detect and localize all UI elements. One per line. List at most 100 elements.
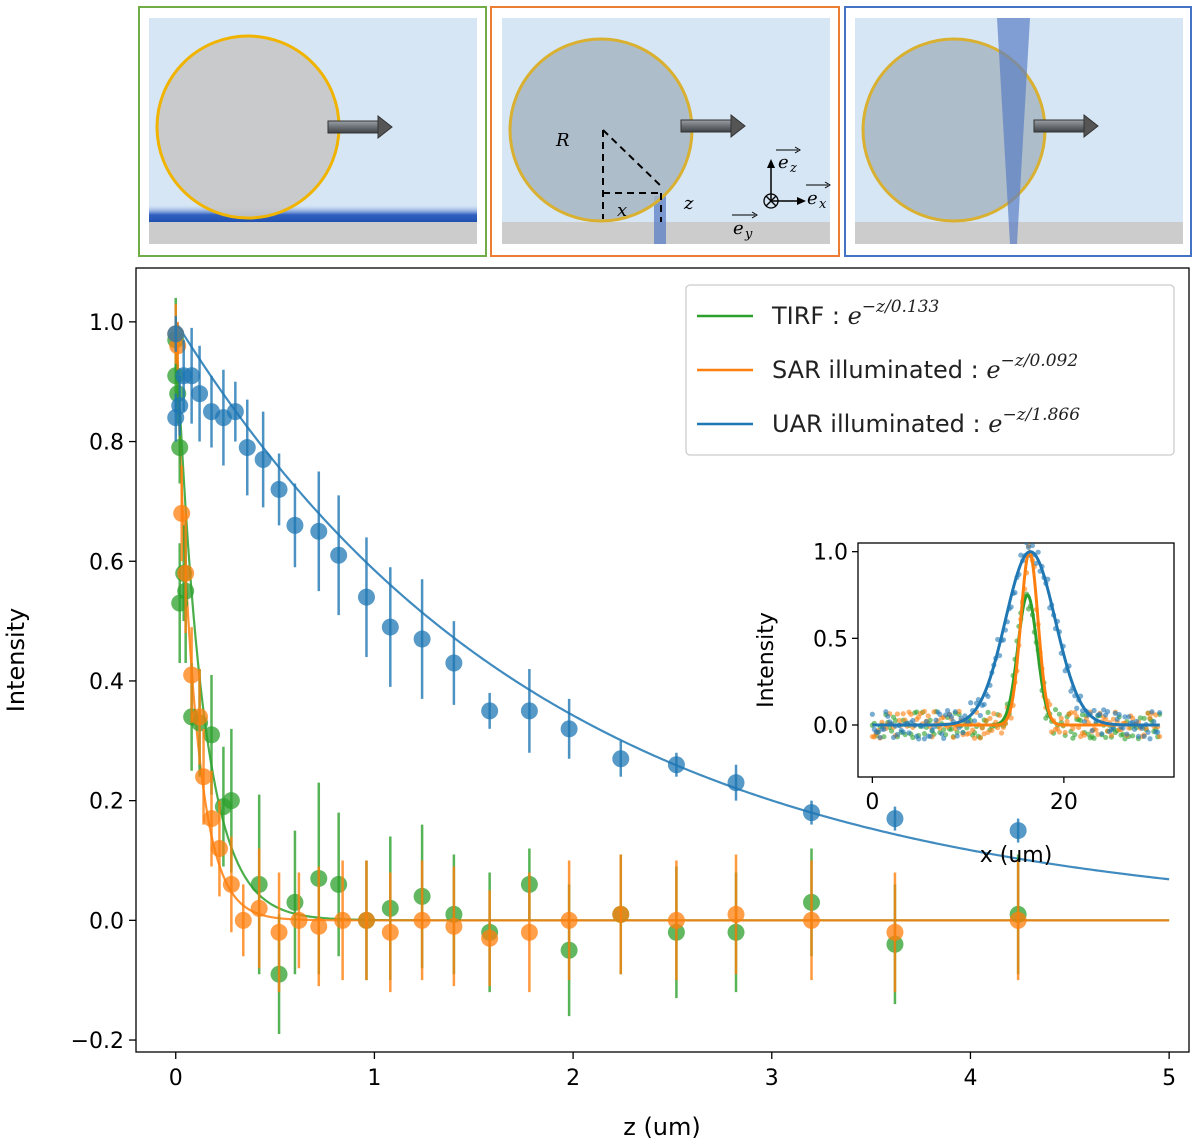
inset-point: [1091, 735, 1097, 741]
inset-point: [1131, 726, 1138, 732]
inset-point: [1124, 731, 1130, 737]
inset-point: [1072, 710, 1078, 716]
data-point: [226, 403, 244, 421]
data-point: [612, 750, 630, 768]
inset-chart: 0 20 0.0 0.5 1.0 x (um) Intensity: [754, 541, 1175, 868]
data-points: [167, 297, 1027, 1035]
inset-point: [916, 736, 922, 742]
inset-point: [954, 733, 960, 739]
x-tick-label: 1: [367, 1066, 381, 1091]
inset-point: [1103, 716, 1109, 722]
svg-text:e: e: [733, 218, 744, 239]
y-tick-label: −0.2: [71, 1029, 124, 1054]
evanescent-field: [149, 204, 477, 222]
data-point: [381, 923, 399, 941]
inset-point: [952, 709, 958, 715]
inset-point: [1018, 552, 1024, 558]
inset-point: [1081, 719, 1088, 725]
legend-label: TIRF : e−z/0.133: [771, 297, 939, 330]
inset-point: [875, 729, 881, 735]
inset-point: [1149, 709, 1155, 715]
inset-point: [998, 730, 1005, 736]
svg-text:z: z: [789, 161, 797, 176]
data-point: [254, 451, 272, 469]
data-point: [195, 768, 213, 786]
inset-point: [948, 726, 955, 732]
data-point: [286, 516, 304, 534]
inset-point: [937, 711, 943, 717]
inset-point: [1114, 716, 1120, 722]
data-point: [183, 666, 201, 684]
inset-point: [927, 733, 933, 739]
inset-point: [1072, 731, 1078, 738]
svg-text:x: x: [819, 197, 827, 212]
inset-point: [1133, 718, 1140, 724]
data-point: [612, 905, 630, 923]
data-point: [334, 911, 352, 929]
panel-sar: R x z e z e x: [490, 6, 840, 257]
inset-point: [987, 715, 993, 721]
x-tick-label: 5: [1162, 1066, 1176, 1091]
label-ey: e y: [732, 211, 758, 242]
data-point: [191, 385, 209, 403]
inset-point: [960, 730, 966, 736]
svg-text:y: y: [744, 227, 753, 242]
inset-point: [1126, 725, 1132, 731]
inset-point: [991, 711, 997, 717]
inset-point: [894, 731, 901, 738]
data-point: [560, 720, 578, 738]
inset-point: [1116, 711, 1122, 718]
inset-point: [890, 734, 897, 741]
inset-point: [925, 713, 931, 719]
inset-point: [917, 710, 924, 717]
inset-point: [933, 717, 939, 723]
data-point: [560, 911, 578, 929]
inset-point: [1097, 711, 1103, 717]
legend-entry-uar: UAR illuminated : e−z/1.866: [697, 405, 1080, 438]
main-y-axis-label: Intensity: [2, 608, 30, 712]
inset-point: [1052, 707, 1059, 713]
data-point: [202, 726, 220, 744]
series-sar: [167, 303, 1027, 993]
inset-point: [1147, 715, 1153, 721]
data-point: [183, 367, 201, 385]
inset-point: [921, 731, 928, 737]
data-point: [330, 546, 348, 564]
data-point: [191, 708, 209, 726]
label-ex: e x: [806, 181, 831, 212]
inset-point: [885, 713, 891, 719]
inset-y-tick-label: 0.0: [813, 714, 848, 739]
inset-point: [1141, 733, 1147, 739]
inset-point: [989, 727, 995, 733]
label-z: z: [683, 193, 694, 214]
sphere: [508, 37, 694, 223]
inset-point: [900, 729, 906, 735]
inset-point: [877, 734, 883, 741]
inset-point: [1126, 714, 1132, 720]
substrate: [855, 222, 1183, 244]
inset-fit-uar: [872, 550, 1160, 727]
data-point: [270, 480, 288, 498]
inset-point: [1025, 544, 1032, 550]
legend: TIRF : e−z/0.133 SAR illuminated : e−z/0…: [685, 284, 1175, 456]
data-point: [413, 911, 431, 929]
data-point: [286, 893, 304, 911]
x-tick-label: 2: [566, 1066, 580, 1091]
data-point: [803, 911, 821, 929]
inset-point: [995, 725, 1001, 731]
label-ez: e z: [776, 146, 801, 176]
data-point: [886, 810, 904, 828]
inset-point: [923, 719, 929, 725]
y-tick-label: 1.0: [89, 311, 124, 336]
data-point: [202, 810, 220, 828]
inset-point: [1056, 711, 1062, 717]
data-point: [381, 618, 399, 636]
data-point: [357, 588, 375, 606]
svg-text:e: e: [778, 152, 789, 173]
inset-point: [1104, 709, 1111, 715]
data-point: [803, 804, 821, 822]
inset-point: [883, 709, 889, 715]
inset-point: [894, 711, 901, 717]
data-point: [445, 917, 463, 935]
inset-point: [892, 718, 899, 724]
